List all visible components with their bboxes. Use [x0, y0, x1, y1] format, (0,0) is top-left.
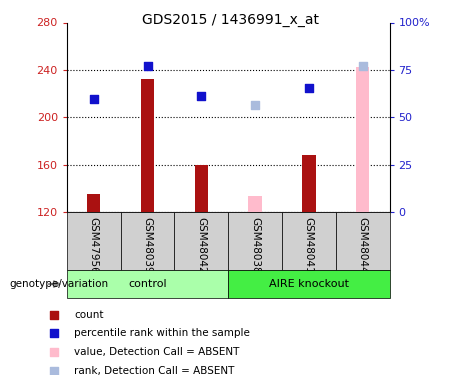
Point	[144, 63, 151, 69]
Text: GSM47956: GSM47956	[89, 216, 99, 273]
Text: GSM48041: GSM48041	[304, 216, 314, 273]
Bar	[356, 68, 369, 212]
Bar	[141, 80, 154, 212]
Bar	[336, 212, 390, 270]
Text: GSM48038: GSM48038	[250, 216, 260, 273]
Point	[90, 96, 97, 102]
Point	[51, 349, 58, 355]
Bar	[87, 194, 100, 212]
Point	[51, 312, 58, 318]
Bar	[121, 212, 174, 270]
Text: rank, Detection Call = ABSENT: rank, Detection Call = ABSENT	[75, 366, 235, 375]
Text: GDS2015 / 1436991_x_at: GDS2015 / 1436991_x_at	[142, 13, 319, 27]
Bar	[67, 270, 228, 298]
Text: control: control	[128, 279, 167, 289]
Bar	[302, 155, 316, 212]
Point	[51, 330, 58, 336]
Text: genotype/variation: genotype/variation	[9, 279, 108, 289]
Bar	[195, 165, 208, 212]
Bar	[174, 212, 228, 270]
Point	[359, 63, 366, 69]
Text: GSM48044: GSM48044	[358, 216, 368, 273]
Point	[51, 368, 58, 374]
Bar	[228, 212, 282, 270]
Text: percentile rank within the sample: percentile rank within the sample	[75, 328, 250, 338]
Bar	[228, 270, 390, 298]
Text: GSM48042: GSM48042	[196, 216, 207, 273]
Point	[251, 102, 259, 108]
Bar	[282, 212, 336, 270]
Text: GSM48039: GSM48039	[142, 216, 153, 273]
Bar	[67, 212, 121, 270]
Text: value, Detection Call = ABSENT: value, Detection Call = ABSENT	[75, 347, 240, 357]
Bar	[248, 196, 262, 212]
Point	[198, 93, 205, 99]
Text: AIRE knockout: AIRE knockout	[269, 279, 349, 289]
Point	[305, 85, 313, 91]
Text: count: count	[75, 310, 104, 320]
